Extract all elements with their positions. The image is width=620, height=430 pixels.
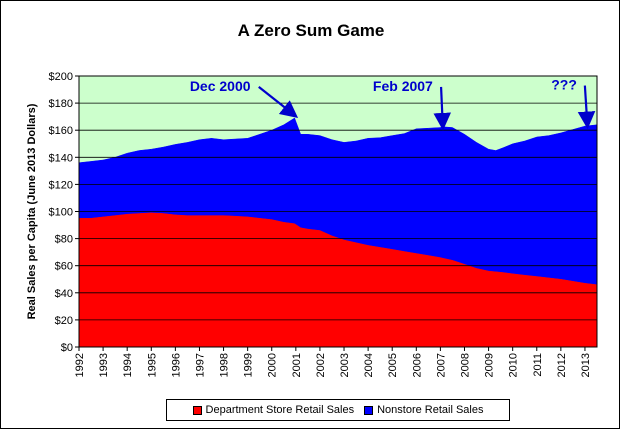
y-tick-label: $40 [55,288,73,300]
legend-label-department-store: Department Store Retail Sales [205,404,355,416]
legend: Department Store Retail Sales Nonstore R… [166,399,510,421]
x-tick-label: 2000 [267,353,279,377]
annotation-label: ??? [551,77,577,93]
x-tick-label: 2004 [363,353,375,377]
annotation-arrow [258,86,299,119]
x-tick-label: 2011 [532,353,544,377]
y-tick-label: $60 [55,261,73,273]
annotation-arrow [577,85,596,130]
legend-item-nonstore: Nonstore Retail Sales [364,404,483,416]
x-tick-label: 2010 [508,353,520,377]
x-tick-label: 2007 [435,353,447,377]
legend-swatch-blue [364,405,374,415]
x-tick-label: 1993 [98,353,110,377]
annotation-arrow [433,86,452,131]
y-tick-label: $200 [49,71,73,83]
x-tick-label: 2013 [580,353,592,377]
x-tick-label: 1992 [74,353,86,377]
x-tick-label: 1994 [122,353,134,377]
y-tick-label: $0 [61,342,73,354]
legend-label-nonstore: Nonstore Retail Sales [377,404,484,416]
annotation-label: Feb 2007 [373,78,433,94]
annotation-label: Dec 2000 [190,78,251,94]
x-tick-label: 2006 [411,353,423,377]
x-tick-label: 2005 [387,353,399,377]
chart-title: A Zero Sum Game [238,21,385,40]
legend-item-department-store: Department Store Retail Sales [192,404,355,416]
x-tick-label: 1998 [219,353,231,377]
y-tick-label: $80 [55,234,73,246]
y-tick-label: $160 [49,125,73,137]
x-tick-label: 2009 [484,353,496,377]
y-tick-label: $140 [49,152,73,164]
x-tick-label: 2008 [460,353,472,377]
y-tick-label: $20 [55,315,73,327]
x-tick-label: 1997 [195,353,207,377]
x-tick-label: 1996 [170,353,182,377]
y-tick-label: $180 [49,98,73,110]
legend-swatch-red [192,405,202,415]
x-tick-label: 2003 [339,353,351,377]
x-tick-label: 1995 [146,353,158,377]
x-tick-label: 1999 [243,353,255,377]
area-department-store-retail-sales [78,212,598,348]
y-tick-label: $100 [49,207,73,219]
x-tick-label: 2001 [291,353,303,377]
y-tick-label: $120 [49,179,73,191]
x-tick-label: 2012 [556,353,568,377]
y-axis-label: Real Sales per Capita (June 2013 Dollars… [26,103,38,319]
x-tick-label: 2002 [315,353,327,377]
